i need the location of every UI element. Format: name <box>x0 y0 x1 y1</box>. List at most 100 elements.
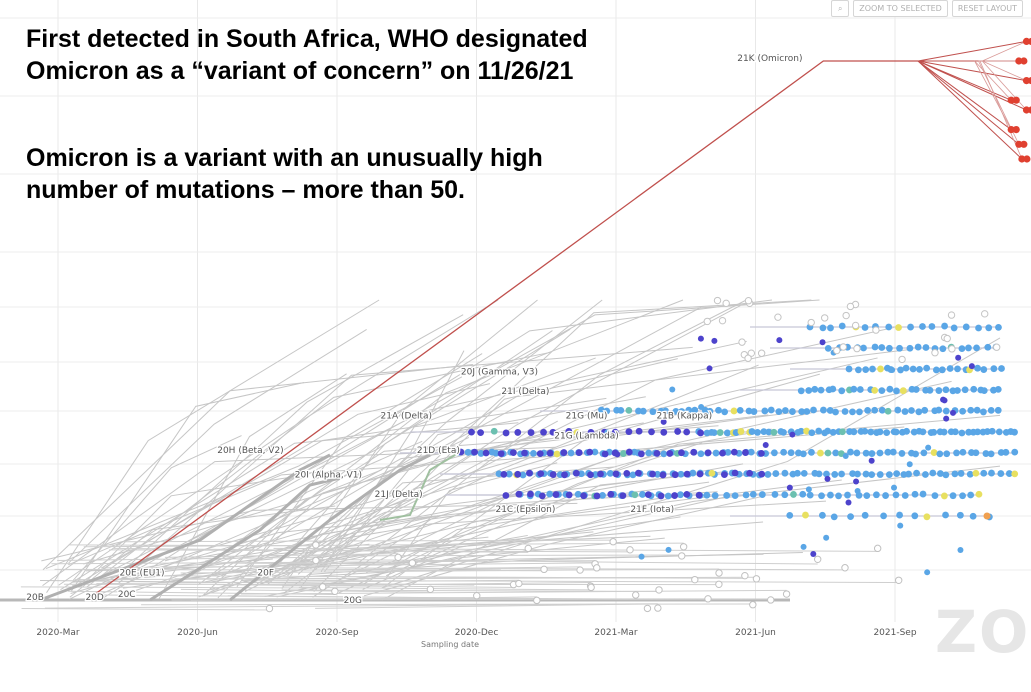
tree-tip <box>914 343 922 351</box>
tree-tip <box>749 490 757 498</box>
tree-tip <box>919 323 926 330</box>
tree-branch-low <box>141 603 753 606</box>
tree-tip <box>997 470 1005 477</box>
tree-tip <box>712 449 720 457</box>
clade-label: 20B <box>26 593 44 603</box>
tree-tip <box>987 450 995 458</box>
tree-tip <box>856 408 863 416</box>
reset-layout-button[interactable]: RESET LAYOUT <box>951 0 1023 17</box>
tree-tip <box>898 450 906 457</box>
tree-tip <box>625 448 633 456</box>
tree-branch-low <box>216 584 514 588</box>
tree-tip <box>811 385 819 393</box>
tree-tip <box>895 324 902 331</box>
tree-tip <box>926 386 934 394</box>
tree-tip <box>537 470 545 477</box>
tree-tip-grey <box>947 311 956 319</box>
tree-tip <box>906 344 914 352</box>
tree-tip <box>941 322 948 330</box>
tree-tip-grey <box>473 592 481 600</box>
tree-tip-grey <box>408 559 417 567</box>
tree-tip <box>797 387 805 395</box>
tree-tip <box>849 470 857 477</box>
tree-tip <box>617 406 625 414</box>
tree-tip <box>575 449 583 456</box>
tree-tip <box>536 450 544 458</box>
tree-tip-grey <box>533 596 541 605</box>
tree-tip <box>560 449 568 456</box>
tree-tip <box>893 387 900 395</box>
tree-tip <box>606 469 614 477</box>
tree-tip <box>530 449 537 457</box>
tree-tip <box>880 512 888 520</box>
tree-tip <box>882 492 889 499</box>
tree-tip <box>803 427 810 435</box>
tree-tip <box>1002 448 1010 456</box>
tree-tip <box>1011 448 1019 456</box>
tree-branch <box>117 346 693 585</box>
tree-tip <box>660 428 668 436</box>
tree-tip <box>1005 470 1013 477</box>
tree-tip <box>666 450 674 457</box>
tree-tip <box>915 408 923 416</box>
tree-tip <box>897 366 904 374</box>
zoom-to-selected-button[interactable]: ZOOM TO SELECTED <box>853 0 948 17</box>
tree-tip-grey <box>749 601 757 609</box>
tree-tip <box>780 428 787 436</box>
tree-branch-low <box>173 562 413 565</box>
tree-tip-grey <box>833 346 841 355</box>
tree-tip <box>923 364 931 372</box>
tree-tip <box>471 448 478 456</box>
omicron-tip <box>1020 140 1028 148</box>
tree-tip <box>928 323 936 330</box>
tree-branch-low <box>180 588 431 593</box>
tree-tip <box>593 492 601 500</box>
omicron-tip <box>1007 96 1015 104</box>
tree-tip-scattered <box>697 335 704 342</box>
omicron-tip <box>1022 106 1031 114</box>
tree-tip-grey <box>894 576 903 584</box>
tree-tip-grey <box>691 575 699 584</box>
tree-tip-scattered <box>889 367 896 374</box>
tree-tip <box>591 448 599 456</box>
tree-tip <box>876 449 884 457</box>
tree-tip <box>787 449 795 457</box>
tree-branch-low <box>109 549 631 553</box>
tree-tip <box>973 406 981 414</box>
tree-branch <box>324 396 646 573</box>
tree-tip-scattered <box>968 363 975 370</box>
tree-tip-scattered <box>805 486 812 493</box>
tree-tip <box>871 386 879 394</box>
tree-tip-grey <box>846 302 855 311</box>
tree-tip-scattered <box>950 409 957 416</box>
overlay-line-2: Omicron as a “variant of concern” on 11/… <box>26 57 574 85</box>
tree-tip <box>912 386 920 393</box>
tree-tip <box>855 366 862 374</box>
omicron-sub-branch <box>981 60 1027 111</box>
zoom-icon[interactable]: ⌕ <box>831 0 850 17</box>
omicron-tip <box>1012 126 1020 134</box>
tree-branch <box>46 299 380 593</box>
tree-tip <box>943 450 951 458</box>
tree-tip <box>847 513 854 521</box>
tree-tip <box>764 471 772 478</box>
tree-tip <box>893 470 901 478</box>
tree-tip <box>565 427 573 435</box>
tree-tip <box>490 427 498 435</box>
tree-branch <box>365 414 1001 573</box>
clade-label: 20F <box>257 569 274 579</box>
tree-tip <box>913 469 920 477</box>
tree-tip <box>949 492 957 500</box>
tree-tip <box>985 324 993 332</box>
tree-tip <box>959 448 967 456</box>
tree-tip <box>818 492 825 500</box>
tree-tip <box>988 469 995 477</box>
tree-tip-grey <box>841 564 849 572</box>
tree-tip <box>824 427 832 435</box>
tree-tip <box>819 511 826 519</box>
tree-branch <box>137 299 820 570</box>
omicron-tip <box>1015 140 1023 148</box>
tree-tip <box>761 407 769 415</box>
tree-tip <box>654 470 661 478</box>
tree-tip <box>577 470 585 478</box>
